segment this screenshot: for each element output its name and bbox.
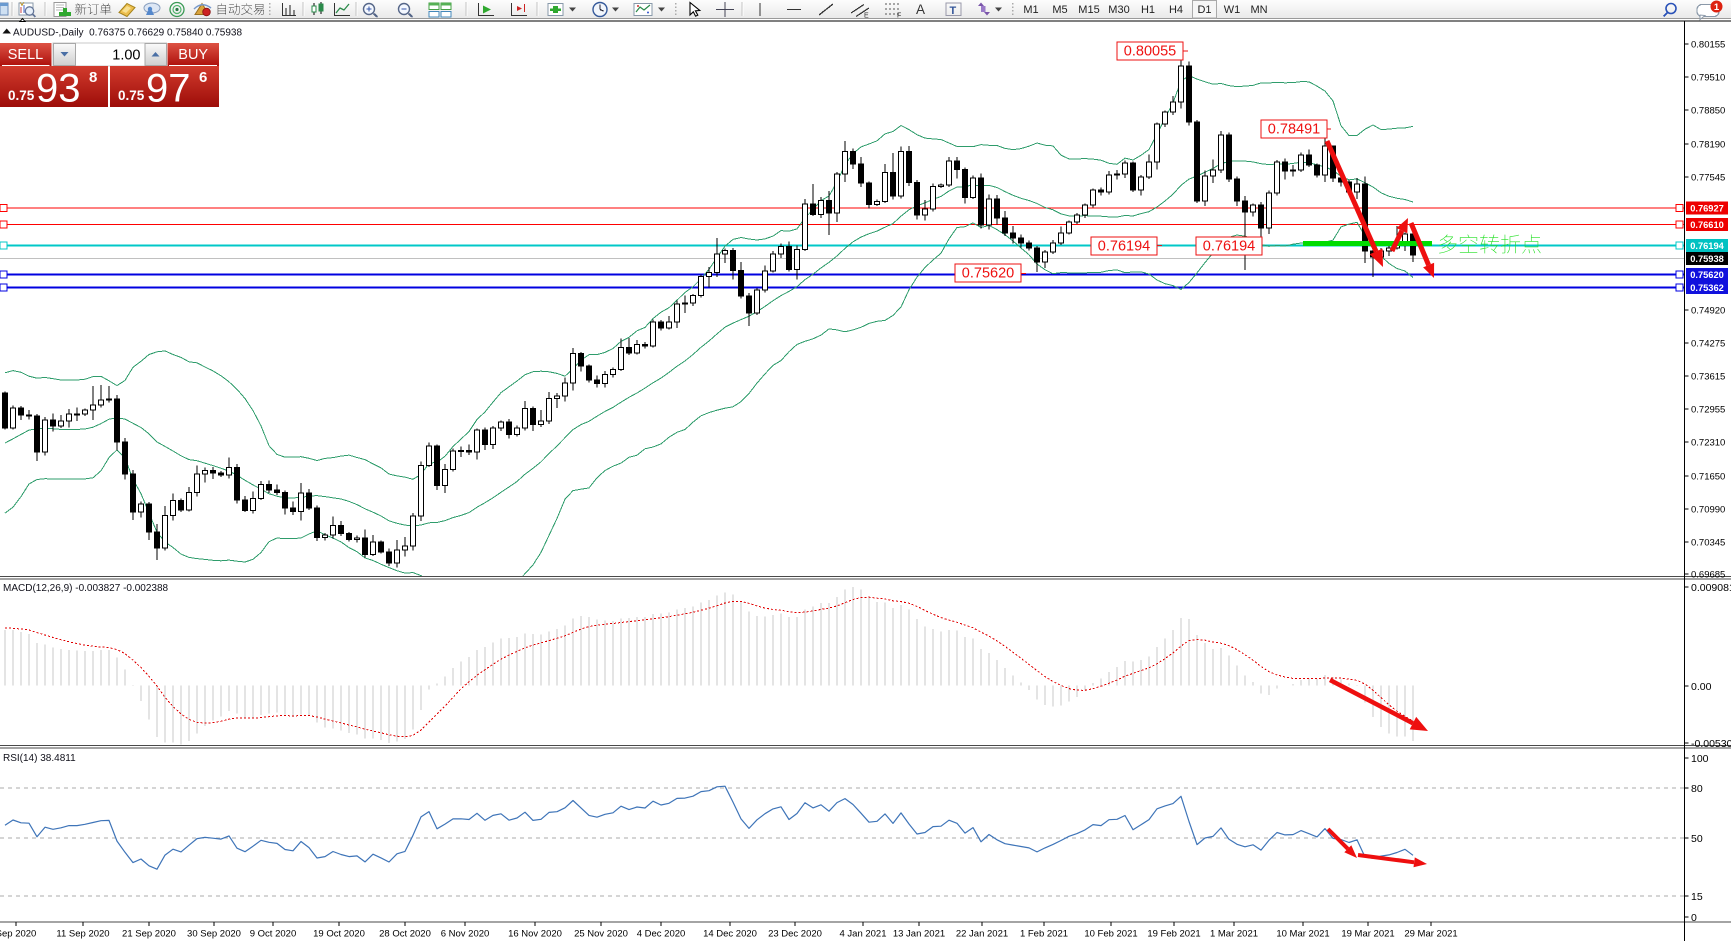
- svg-text:4 Dec 2020: 4 Dec 2020: [637, 929, 686, 940]
- svg-text:19 Feb 2021: 19 Feb 2021: [1147, 929, 1200, 940]
- svg-text:H4: H4: [1169, 4, 1183, 16]
- svg-text:11 Sep 2020: 11 Sep 2020: [56, 929, 109, 940]
- svg-text:T: T: [950, 5, 957, 17]
- svg-text:93: 93: [36, 67, 81, 111]
- svg-text:50: 50: [1691, 833, 1703, 845]
- svg-text:A: A: [916, 2, 925, 17]
- svg-text:1.00: 1.00: [112, 47, 140, 63]
- svg-text:AUDUSD-,Daily 0.76375 0.76629: AUDUSD-,Daily 0.76375 0.76629 0.75840 0.…: [13, 28, 242, 39]
- svg-text:1: 1: [1714, 2, 1720, 13]
- svg-text:0.69685: 0.69685: [1691, 570, 1725, 581]
- svg-text:25 Nov 2020: 25 Nov 2020: [574, 929, 628, 940]
- svg-text:0.72955: 0.72955: [1691, 405, 1725, 416]
- svg-text:0.74275: 0.74275: [1691, 339, 1725, 350]
- svg-text:MACD(12,26,9) -0.003827 -0.002: MACD(12,26,9) -0.003827 -0.002388: [3, 583, 169, 594]
- svg-text:6 Nov 2020: 6 Nov 2020: [441, 929, 490, 940]
- svg-text:-0.005306: -0.005306: [1691, 738, 1731, 750]
- svg-text:28 Oct 2020: 28 Oct 2020: [379, 929, 431, 940]
- svg-text:0.80055: 0.80055: [1124, 44, 1176, 60]
- svg-text:0.76194: 0.76194: [1098, 239, 1150, 255]
- svg-text:19 Oct 2020: 19 Oct 2020: [313, 929, 365, 940]
- svg-text:0.76194: 0.76194: [1690, 241, 1724, 251]
- svg-text:0.75620: 0.75620: [962, 266, 1014, 282]
- svg-text:0.75: 0.75: [118, 88, 145, 103]
- svg-text:97: 97: [146, 67, 191, 111]
- svg-text:0.76194: 0.76194: [1203, 239, 1255, 255]
- svg-text:9 Oct 2020: 9 Oct 2020: [250, 929, 296, 940]
- svg-text:19 Mar 2021: 19 Mar 2021: [1341, 929, 1394, 940]
- svg-text:0.80155: 0.80155: [1691, 40, 1725, 51]
- svg-text:0.75938: 0.75938: [1690, 254, 1724, 264]
- svg-text:16 Nov 2020: 16 Nov 2020: [508, 929, 562, 940]
- svg-text:0.70345: 0.70345: [1691, 538, 1725, 549]
- svg-text:0.70990: 0.70990: [1691, 505, 1725, 516]
- svg-text:0.74920: 0.74920: [1691, 306, 1725, 317]
- svg-text:0.76610: 0.76610: [1690, 220, 1724, 230]
- svg-text:0.75362: 0.75362: [1690, 283, 1724, 293]
- svg-text:0.78850: 0.78850: [1691, 106, 1725, 117]
- svg-text:Sep 2020: Sep 2020: [0, 929, 36, 940]
- svg-text:0.72310: 0.72310: [1691, 438, 1725, 449]
- svg-text:29 Mar 2021: 29 Mar 2021: [1404, 929, 1457, 940]
- svg-text:0.77545: 0.77545: [1691, 173, 1725, 184]
- svg-text:14 Dec 2020: 14 Dec 2020: [703, 929, 757, 940]
- svg-text:M1: M1: [1023, 4, 1038, 16]
- svg-text:0.79510: 0.79510: [1691, 73, 1725, 84]
- svg-text:0.75620: 0.75620: [1690, 270, 1724, 280]
- svg-text:0.00: 0.00: [1691, 681, 1712, 693]
- svg-text:H1: H1: [1141, 4, 1155, 16]
- svg-text:W1: W1: [1224, 4, 1241, 16]
- svg-text:BUY: BUY: [178, 47, 208, 63]
- svg-text:MN: MN: [1250, 4, 1267, 16]
- svg-text:D1: D1: [1197, 4, 1211, 16]
- svg-text:0.78190: 0.78190: [1691, 140, 1725, 151]
- svg-text:M30: M30: [1108, 4, 1129, 16]
- svg-text:RSI(14) 38.4811: RSI(14) 38.4811: [3, 753, 76, 764]
- svg-text:80: 80: [1691, 783, 1703, 795]
- svg-text:10 Feb 2021: 10 Feb 2021: [1084, 929, 1137, 940]
- svg-text:6: 6: [199, 69, 207, 86]
- svg-text:0.009081: 0.009081: [1691, 582, 1731, 594]
- svg-text:30 Sep 2020: 30 Sep 2020: [187, 929, 241, 940]
- svg-text:0: 0: [1691, 912, 1697, 924]
- svg-text:21 Sep 2020: 21 Sep 2020: [122, 929, 176, 940]
- svg-text:0.76927: 0.76927: [1690, 204, 1724, 214]
- svg-text:0.71650: 0.71650: [1691, 472, 1725, 483]
- svg-text:22 Jan 2021: 22 Jan 2021: [956, 929, 1008, 940]
- svg-text:F: F: [897, 13, 901, 20]
- svg-text:4 Jan 2021: 4 Jan 2021: [839, 929, 886, 940]
- svg-text:15: 15: [1691, 891, 1703, 903]
- svg-text:100: 100: [1691, 753, 1709, 765]
- svg-text:SELL: SELL: [8, 47, 43, 63]
- svg-text:10 Mar 2021: 10 Mar 2021: [1276, 929, 1329, 940]
- svg-text:0.78491: 0.78491: [1268, 122, 1320, 138]
- svg-text:M15: M15: [1078, 4, 1099, 16]
- svg-text:8: 8: [89, 69, 97, 86]
- svg-text:0.73615: 0.73615: [1691, 372, 1725, 383]
- svg-text:1 Feb 2021: 1 Feb 2021: [1020, 929, 1068, 940]
- svg-text:23 Dec 2020: 23 Dec 2020: [768, 929, 822, 940]
- svg-text:1 Mar 2021: 1 Mar 2021: [1210, 929, 1258, 940]
- svg-text:0.75: 0.75: [8, 88, 35, 103]
- svg-text:M5: M5: [1052, 4, 1067, 16]
- svg-text:13 Jan 2021: 13 Jan 2021: [893, 929, 945, 940]
- svg-text:E: E: [864, 13, 869, 20]
